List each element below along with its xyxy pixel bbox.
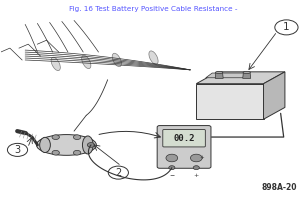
Circle shape — [193, 166, 199, 170]
Text: +: + — [194, 173, 199, 178]
Circle shape — [169, 166, 175, 170]
Circle shape — [73, 150, 81, 155]
Polygon shape — [263, 72, 285, 119]
Polygon shape — [243, 72, 251, 78]
Ellipse shape — [40, 137, 50, 153]
Ellipse shape — [37, 135, 96, 155]
Text: 898A-20: 898A-20 — [262, 183, 297, 192]
Text: +: + — [199, 154, 204, 160]
FancyBboxPatch shape — [157, 126, 211, 168]
Polygon shape — [215, 72, 223, 78]
Text: −: − — [169, 173, 174, 178]
Circle shape — [52, 150, 59, 155]
Ellipse shape — [216, 71, 223, 73]
Polygon shape — [196, 72, 285, 84]
Circle shape — [87, 142, 95, 147]
Circle shape — [73, 135, 81, 139]
Ellipse shape — [82, 55, 91, 69]
Circle shape — [190, 154, 202, 162]
Circle shape — [166, 154, 178, 162]
Ellipse shape — [112, 53, 122, 67]
Ellipse shape — [149, 51, 158, 64]
Ellipse shape — [83, 136, 93, 154]
Polygon shape — [206, 73, 249, 78]
Circle shape — [52, 135, 59, 139]
FancyBboxPatch shape — [163, 130, 205, 147]
Ellipse shape — [51, 57, 60, 71]
Text: 3: 3 — [14, 145, 21, 155]
Polygon shape — [196, 84, 263, 119]
Text: 00.2: 00.2 — [173, 134, 195, 143]
Text: Fig. 16 Test Battery Positive Cable Resistance -: Fig. 16 Test Battery Positive Cable Resi… — [69, 6, 238, 12]
Text: 2: 2 — [115, 168, 122, 178]
Ellipse shape — [243, 71, 251, 73]
Text: 1: 1 — [283, 22, 290, 32]
